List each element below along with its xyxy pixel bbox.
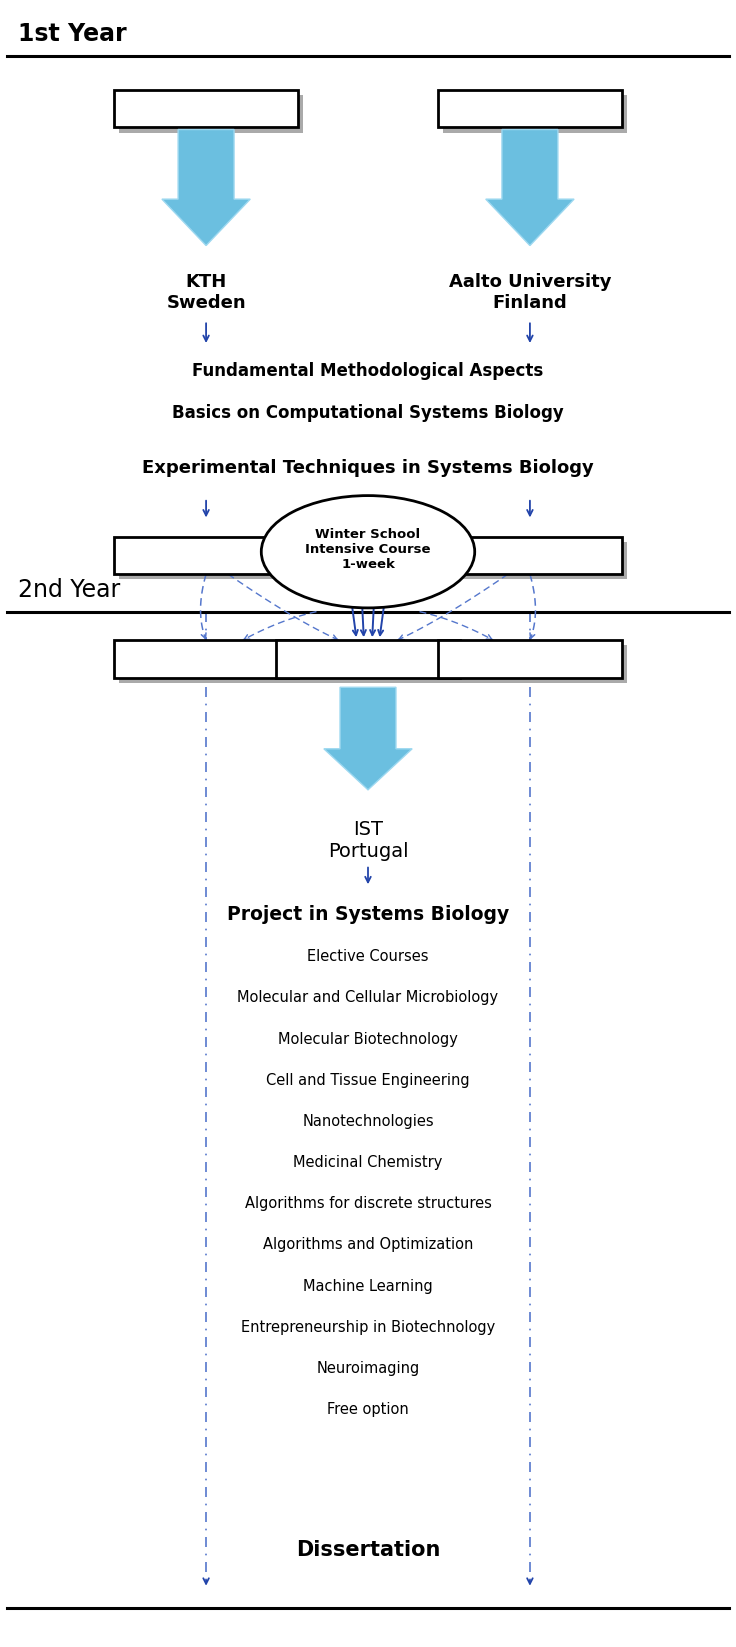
FancyBboxPatch shape: [114, 91, 298, 127]
Text: Molecular Biotechnology: Molecular Biotechnology: [278, 1031, 458, 1046]
Text: Aalto University
Finland: Aalto University Finland: [449, 273, 611, 311]
FancyBboxPatch shape: [119, 646, 303, 684]
Text: Experimental Techniques in Systems Biology: Experimental Techniques in Systems Biolo…: [142, 460, 594, 478]
Text: Molecular and Cellular Microbiology: Molecular and Cellular Microbiology: [238, 990, 498, 1005]
FancyBboxPatch shape: [119, 542, 303, 580]
Polygon shape: [324, 687, 412, 791]
FancyBboxPatch shape: [438, 537, 622, 575]
Text: Winter School
Intensive Course
1-week: Winter School Intensive Course 1-week: [305, 529, 431, 572]
FancyBboxPatch shape: [281, 646, 465, 684]
FancyBboxPatch shape: [438, 91, 622, 127]
Text: Elective Courses: Elective Courses: [307, 949, 429, 963]
Text: Medicinal Chemistry: Medicinal Chemistry: [294, 1155, 442, 1169]
FancyBboxPatch shape: [114, 641, 298, 677]
Text: Free option: Free option: [327, 1402, 409, 1416]
FancyBboxPatch shape: [438, 641, 622, 677]
FancyBboxPatch shape: [276, 641, 460, 677]
Text: Entrepreneurship in Biotechnology: Entrepreneurship in Biotechnology: [241, 1319, 495, 1334]
Text: Cell and Tissue Engineering: Cell and Tissue Engineering: [266, 1072, 470, 1087]
Text: Machine Learning: Machine Learning: [303, 1278, 433, 1293]
Text: Algorithms and Optimization: Algorithms and Optimization: [263, 1237, 473, 1252]
Text: Basics on Computational Systems Biology: Basics on Computational Systems Biology: [172, 404, 564, 422]
Text: Nanotechnologies: Nanotechnologies: [302, 1113, 434, 1128]
Text: Algorithms for discrete structures: Algorithms for discrete structures: [244, 1196, 492, 1211]
FancyBboxPatch shape: [114, 537, 298, 575]
FancyBboxPatch shape: [443, 96, 627, 132]
Polygon shape: [162, 130, 250, 245]
FancyBboxPatch shape: [443, 542, 627, 580]
Text: 2nd Year: 2nd Year: [18, 578, 121, 601]
Text: KTH
Sweden: KTH Sweden: [166, 273, 246, 311]
Text: 1st Year: 1st Year: [18, 21, 127, 46]
Text: Fundamental Methodological Aspects: Fundamental Methodological Aspects: [192, 362, 544, 379]
Text: Dissertation: Dissertation: [296, 1540, 440, 1560]
FancyBboxPatch shape: [119, 96, 303, 132]
Text: Project in Systems Biology: Project in Systems Biology: [227, 906, 509, 924]
FancyBboxPatch shape: [443, 646, 627, 684]
Polygon shape: [486, 130, 574, 245]
Ellipse shape: [261, 496, 475, 608]
Text: Neuroimaging: Neuroimaging: [316, 1360, 420, 1375]
Text: IST
Portugal: IST Portugal: [328, 820, 408, 861]
